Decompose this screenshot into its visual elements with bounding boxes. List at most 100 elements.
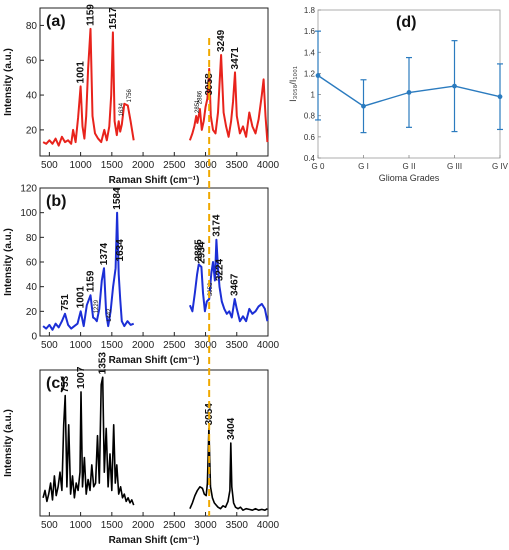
panel-a-peak-label: 1159	[85, 4, 96, 26]
panel-d-y-axis-label: I₃₀₅₈/I₁₀₀₁	[288, 66, 298, 102]
panel-c-x-tick-label: 2500	[163, 520, 186, 531]
panel-d-mean-point	[315, 73, 321, 78]
panel-a-spectrum-segment-1	[42, 27, 135, 147]
panel-c-spectrum	[42, 376, 268, 512]
panel-a-peak-label: 1001	[76, 61, 87, 84]
panel-b-peak-label: 1159	[86, 270, 97, 292]
panel-b-y-tick-label: 60	[26, 258, 38, 269]
panel-a-peak-label: 1634	[119, 102, 125, 116]
panel-a-spectrum	[42, 27, 269, 147]
panel-b-peak-label: 1442	[107, 308, 113, 322]
panel-a-y-ticks: 20 40 60 80	[26, 21, 44, 136]
panel-d-y-tick-label: 0.6	[304, 133, 316, 142]
panel-b-x-tick-label: 3000	[194, 340, 217, 351]
panel-d-x-tick-label: G IV	[492, 162, 509, 171]
panel-c-x-ticks: 500 1000 1500 2000 2500 3000 3500 4000	[41, 512, 280, 531]
panel-d-x-ticks: G 0 G I G II G III G IV	[312, 155, 509, 171]
panel-b-peak-label: 3224	[215, 258, 226, 281]
panel-b-peak-label: 2934	[196, 241, 207, 264]
panel-d-y-tick-label: 1	[311, 91, 316, 100]
panel-a-y-tick-label: 80	[26, 21, 38, 32]
panel-b-y-tick-label: 80	[26, 233, 38, 244]
panel-c-x-tick-label: 3000	[194, 520, 217, 531]
panel-b-spectrum-segment-2	[188, 238, 269, 323]
panel-b-peak-label: 1634	[115, 239, 126, 262]
panel-b-y-ticks: 0 20 40 60 80 100 120	[20, 184, 44, 343]
panel-a-spectrum-segment-2	[188, 54, 269, 143]
panel-b-x-tick-label: 4000	[257, 340, 280, 351]
panel-a-y-tick-label: 60	[26, 56, 38, 67]
panel-b-peak-label: 3174	[211, 214, 222, 237]
panel-c-peak-label: 3404	[226, 417, 237, 440]
panel-b-peak-label: 1584	[112, 187, 123, 210]
panel-b-y-tick-label: 20	[26, 307, 38, 318]
panel-b-x-tick-label: 1500	[101, 340, 124, 351]
panel-d-y-tick-label: 1.2	[304, 69, 316, 78]
panel-c-x-tick-label: 4000	[257, 520, 280, 531]
panel-c-y-axis-label: Intensity (a.u.)	[3, 409, 14, 477]
panel-a-x-tick-label: 500	[41, 160, 58, 171]
panel-a-chart: (a) 20 40 60 80 500 1000 1500 2000 2500 3000 3500…	[3, 4, 280, 186]
panel-b-y-tick-label: 100	[20, 208, 37, 219]
panel-d-y-tick-label: 0.4	[304, 154, 316, 163]
panel-c-label: (c)	[46, 375, 66, 392]
panel-c-plot-frame	[39, 369, 269, 517]
panel-c-x-tick-label: 3500	[226, 520, 249, 531]
panel-a-x-ticks: 500 1000 1500 2000 2500 3000 3500 4000	[41, 152, 280, 171]
panel-d-x-tick-label: G III	[447, 162, 462, 171]
panel-c-x-axis-label: Raman Shift (cm⁻¹)	[109, 535, 200, 546]
panel-b-x-tick-label: 500	[41, 340, 58, 351]
panel-b-x-tick-label: 2000	[132, 340, 155, 351]
panel-b-y-tick-label: 40	[26, 282, 38, 293]
panel-c-x-tick-label: 2000	[132, 520, 155, 531]
panel-b-x-axis-label: Raman Shift (cm⁻¹)	[109, 355, 200, 366]
panel-b-spectrum-segment-1	[42, 211, 135, 331]
panel-a-y-axis-label: Intensity (a.u.)	[3, 48, 14, 116]
panel-d-mean-point	[406, 90, 412, 95]
panel-c-chart: (c) 500 1000 1500 2000 2500 3000 3500 4000 753 1…	[3, 352, 280, 546]
panel-c-x-tick-label: 1000	[69, 520, 92, 531]
panel-b-x-tick-label: 3500	[226, 340, 249, 351]
panel-a-peak-label: 1756	[127, 88, 133, 102]
panel-b-chart: (b) 0 20 40 60 80 100 120 500 1000 1500 2000 2500 3…	[3, 184, 280, 367]
panel-a-x-tick-label: 3500	[226, 160, 249, 171]
panel-b-x-tick-label: 1000	[69, 340, 92, 351]
panel-b-x-ticks: 500 1000 1500 2000 2500 3000 3500 4000	[41, 332, 280, 351]
panel-a-x-tick-label: 1000	[69, 160, 92, 171]
panel-c-spectrum-segment-1	[42, 376, 135, 506]
panel-b-label: (b)	[46, 193, 66, 210]
panel-d-x-axis-label: Glioma Grades	[379, 173, 440, 183]
panel-a-y-tick-label: 20	[26, 125, 38, 136]
panel-d-x-tick-label: G II	[403, 162, 416, 171]
panel-a-peak-label: 3249	[216, 29, 227, 52]
panel-b-plot-frame	[39, 187, 269, 337]
panel-d-label: (d)	[396, 14, 416, 31]
panel-a-peak-label: 1517	[108, 7, 119, 30]
panel-b-x-tick-label: 2500	[163, 340, 186, 351]
panel-b-peak-label: 1374	[99, 243, 110, 266]
panel-a-plot-frame	[39, 7, 269, 157]
panel-d-x-tick-label: G 0	[312, 162, 325, 171]
panel-c-peak-label: 1007	[76, 366, 87, 389]
panel-d-mean-point	[361, 103, 366, 109]
panel-d-x-tick-label: G I	[358, 162, 369, 171]
panel-d-y-tick-label: 1.8	[304, 6, 316, 15]
panel-d-y-tick-label: 1.4	[304, 48, 316, 57]
panel-a-peak-label: 2886	[197, 90, 203, 104]
panel-a-x-axis-label: Raman Shift (cm⁻¹)	[109, 175, 200, 186]
panel-c-x-tick-label: 500	[41, 520, 58, 531]
panel-c-x-tick-label: 1500	[101, 520, 124, 531]
panel-d-series	[315, 30, 503, 134]
panel-b-y-tick-label: 0	[31, 332, 37, 343]
panel-b-peak-label: 3467	[230, 273, 241, 296]
panel-a-peak-labels: 1001115915171634175628512886305832493471	[76, 4, 241, 117]
panel-c-peak-label: 1353	[98, 352, 109, 375]
panel-d-mean-point	[497, 94, 503, 100]
panel-d-mean-point	[452, 83, 457, 89]
panel-b-peak-label: 1229	[94, 299, 100, 313]
panel-b-peak-label: 3058	[208, 282, 214, 296]
panel-b-y-axis-label: Intensity (a.u.)	[3, 228, 14, 296]
panel-d-chart: (d) 0.4 0.6 0.8 1 1.2 1.4 1.6 1.8 G 0 G I G II G I…	[288, 6, 509, 183]
